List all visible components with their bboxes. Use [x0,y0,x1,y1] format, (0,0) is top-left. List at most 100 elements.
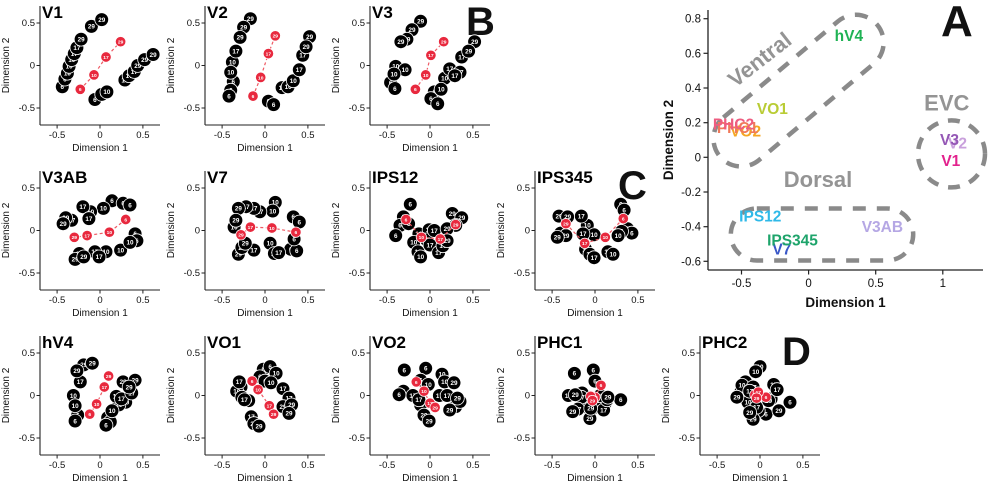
x-tick-label: 0 [757,460,762,471]
group-mean-point-label: 29 [271,412,277,418]
panel-title: V3 [372,3,393,22]
y-tick-label: 0 [695,152,701,164]
x-tick-label: 0 [592,460,597,471]
panel-title: PHC2 [702,333,747,352]
group-mean-point [450,219,462,231]
session-point-label: 6 [298,219,302,226]
x-axis-label: Dimension 1 [237,308,293,319]
session-point-label: 10 [584,223,592,230]
x-tick-label: 0.5 [631,295,644,306]
session-point-label: 10 [100,206,108,213]
y-tick-label: 0 [360,391,365,402]
y-tick-label: 0 [195,61,200,72]
session-point-label: 29 [775,408,783,415]
session-point [748,364,763,379]
group-mean-point-label: 6 [405,217,408,223]
session-point [388,228,403,243]
session-point-label: 6 [110,198,114,205]
group-mean-point [244,221,256,233]
group-mean-point [418,385,430,397]
x-tick-label: 0 [262,130,267,141]
session-point [85,355,100,371]
group-mean-point [88,69,100,81]
session-point-label: 29 [150,52,158,59]
x-tick-label: -0.5 [544,295,560,306]
session-point-label: 10 [441,379,449,386]
panel-V7: -0.5 0 0.5 -0.5 0 0.5 Dimension 1 Dimension 2 V7… [165,165,330,334]
x-axis-label: Dimension 1 [72,308,128,319]
group-mean-point [400,213,412,226]
y-tick-label: -0.5 [184,103,200,114]
session-point-label: 29 [444,226,452,233]
session-point [228,43,244,59]
session-point [600,389,616,405]
panel-hV4: -0.5 0 0.5 -0.5 0 0.5 Dimension 1 Dimension 2 hV… [0,330,165,494]
session-point-label: 10 [66,64,74,71]
group-mean-point-label: 6 [600,383,603,389]
x-tick-label: 0.5 [136,130,149,141]
session-point-label: 17 [774,387,782,394]
group-mean-point [100,51,112,63]
group-mean-point [599,231,611,243]
session-point [292,62,307,78]
session-point [81,211,97,226]
group-mean-point-label: 6 [88,412,91,418]
y-tick-label: 0.5 [187,183,200,194]
plot-IPS12: -0.5 0 0.5 -0.5 0 0.5 Dimension 1 Dimension 2 IP… [331,168,490,319]
x-tick-label: -0.5 [544,460,560,471]
plot-V7: -0.5 0 0.5 -0.5 0 0.5 Dimension 1 Dimension 2 V7… [166,168,325,319]
y-tick-label: 0.6 [685,48,701,60]
x-tick-label: -0.5 [379,130,395,141]
group-mean-point-label: 17 [267,404,273,410]
y-axis-label: Dimension 2 [496,202,507,258]
group-mean-point-label: 29 [590,399,596,405]
y-tick-label: -0.5 [349,433,365,444]
session-point [221,88,237,104]
plot-V1: -0.5 0 0.5 -0.5 0 0.5 Dimension 1 Dimension 2 V1… [1,3,161,154]
session-point [84,19,99,34]
session-point-label: 10 [126,240,134,247]
session-point-label: 10 [267,380,275,387]
session-point [145,47,161,62]
x-tick-label: 0 [805,278,811,290]
session-point-label: 10 [438,87,446,94]
group-mean-line [74,219,127,238]
y-tick-label: 0 [30,391,35,402]
session-point [251,418,267,434]
session-point-label: 17 [128,390,136,397]
y-axis-label: Dimension 2 [496,367,507,423]
session-point-label: 29 [750,417,758,424]
session-point-label: 10 [103,89,111,96]
session-point-label: 29 [247,16,255,23]
session-point [742,405,757,420]
session-point [393,34,409,49]
session-point-label: 17 [746,389,754,396]
group-mean-point-label: 10 [94,402,100,408]
cluster-label-EVC: EVC [924,91,969,116]
session-point-label: 6 [93,97,97,104]
session-point [263,375,279,391]
session-point-label: 29 [132,378,140,385]
session-point [113,242,128,258]
session-point [281,406,297,421]
session-point [99,84,115,100]
panel-title: V2 [207,3,228,22]
group-mean-point-label: 17 [582,241,588,247]
session-point-label: 29 [88,24,96,31]
session-point-label: 10 [744,400,752,407]
session-point [223,65,238,80]
y-tick-label: -0.5 [514,268,530,279]
group-mean-point-label: 6 [79,87,82,93]
session-point-label: 6 [407,221,411,228]
panel-MDS_summary: -0.5 0 0.5 1 -0.6 -0.4 -0.2 0 0.2 0.4 0.6 0.8 Dimens… [660,0,989,335]
session-point-label: 10 [410,240,418,247]
session-point-label: 29 [586,416,594,423]
y-tick-label: -0.5 [184,268,200,279]
group-mean-point [120,213,132,226]
session-point-label: 6 [436,101,440,108]
x-tick-label: 0.5 [466,130,479,141]
group-mean-point-label: 17 [266,52,272,58]
session-point [397,362,412,378]
group-mean-point [98,381,110,393]
session-point [67,398,83,413]
